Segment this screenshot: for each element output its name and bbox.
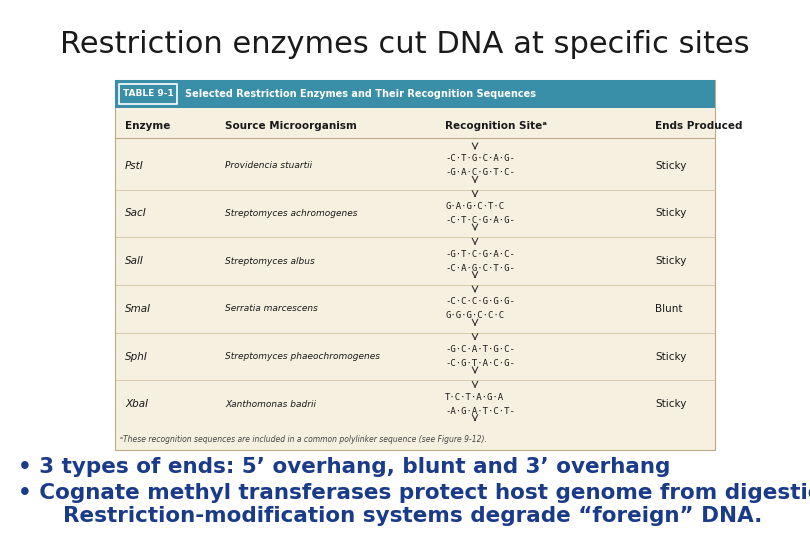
Text: Source Microorganism: Source Microorganism [225, 121, 357, 131]
Text: SphI: SphI [125, 352, 148, 361]
Text: -C·T·C·G·A·G-: -C·T·C·G·A·G- [445, 216, 515, 225]
Text: Recognition Siteᵃ: Recognition Siteᵃ [445, 121, 547, 131]
Bar [115, 80, 715, 108]
Text: SalI: SalI [125, 256, 144, 266]
Bar [119, 84, 177, 104]
Text: Ends Produced: Ends Produced [655, 121, 743, 131]
Text: Xanthomonas badrii: Xanthomonas badrii [225, 400, 316, 409]
Bar [115, 80, 715, 450]
Text: -G·A·C·G·T·C-: -G·A·C·G·T·C- [445, 168, 515, 177]
Text: Restriction enzymes cut DNA at specific sites: Restriction enzymes cut DNA at specific … [60, 30, 750, 59]
Text: T·C·T·A·G·A: T·C·T·A·G·A [445, 393, 504, 402]
Text: -C·T·G·C·A·G-: -C·T·G·C·A·G- [445, 154, 515, 163]
Text: Streptomyces achromogenes: Streptomyces achromogenes [225, 209, 357, 218]
Text: -G·C·A·T·G·C-: -G·C·A·T·G·C- [445, 345, 515, 354]
Text: ᵃThese recognition sequences are included in a common polylinker sequence (see F: ᵃThese recognition sequences are include… [120, 435, 487, 444]
Text: SacI: SacI [125, 208, 147, 219]
Text: Sticky: Sticky [655, 256, 686, 266]
Text: • Cognate methyl transferases protect host genome from digestion.: • Cognate methyl transferases protect ho… [18, 483, 810, 503]
Text: SmaI: SmaI [125, 304, 151, 314]
Text: Enzyme: Enzyme [125, 121, 170, 131]
Text: -C·A·G·C·T·G-: -C·A·G·C·T·G- [445, 264, 515, 273]
Text: Serratia marcescens: Serratia marcescens [225, 305, 318, 313]
Text: Sticky: Sticky [655, 208, 686, 219]
Text: Providencia stuartii: Providencia stuartii [225, 161, 312, 170]
Text: -C·G·T·A·C·G-: -C·G·T·A·C·G- [445, 359, 515, 368]
Text: -A·G·A·T·C·T-: -A·G·A·T·C·T- [445, 407, 515, 416]
Text: Sticky: Sticky [655, 399, 686, 409]
Text: -G·T·C·G·A·C-: -G·T·C·G·A·C- [445, 249, 515, 259]
Text: Restriction-modification systems degrade “foreign” DNA.: Restriction-modification systems degrade… [18, 506, 762, 526]
Text: Sticky: Sticky [655, 352, 686, 361]
Text: G·G·G·C·C·C: G·G·G·C·C·C [445, 312, 504, 320]
Text: Streptomyces phaeochromogenes: Streptomyces phaeochromogenes [225, 352, 380, 361]
Text: G·A·G·C·T·C: G·A·G·C·T·C [445, 202, 504, 211]
Text: Selected Restriction Enzymes and Their Recognition Sequences: Selected Restriction Enzymes and Their R… [185, 89, 536, 99]
Text: PstI: PstI [125, 161, 143, 171]
Text: XbaI: XbaI [125, 399, 148, 409]
Text: Blunt: Blunt [655, 304, 683, 314]
Text: Sticky: Sticky [655, 161, 686, 171]
Text: • 3 types of ends: 5’ overhang, blunt and 3’ overhang: • 3 types of ends: 5’ overhang, blunt an… [18, 457, 671, 477]
Text: Streptomyces albus: Streptomyces albus [225, 256, 315, 266]
Text: TABLE 9-1: TABLE 9-1 [122, 90, 173, 98]
Text: -C·C·C·G·G·G-: -C·C·C·G·G·G- [445, 298, 515, 306]
